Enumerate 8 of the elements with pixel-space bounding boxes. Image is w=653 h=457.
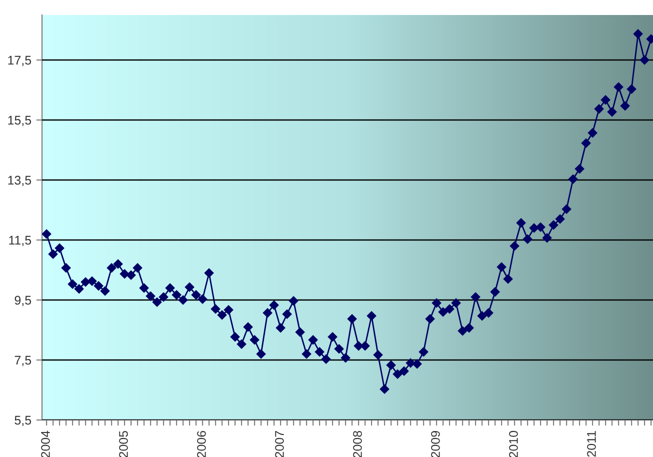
y-tick-label: 15,5: [8, 116, 32, 126]
y-tick-label: 7,5: [14, 356, 32, 366]
y-tick-label: 5,5: [14, 416, 32, 426]
y-tick-label: 13,5: [8, 176, 32, 186]
y-tick-label: 17,5: [8, 56, 32, 66]
y-tick-label: 9,5: [14, 296, 32, 306]
y-tick-label: 11,5: [9, 236, 32, 246]
x-tick-label: 2011: [587, 431, 596, 457]
